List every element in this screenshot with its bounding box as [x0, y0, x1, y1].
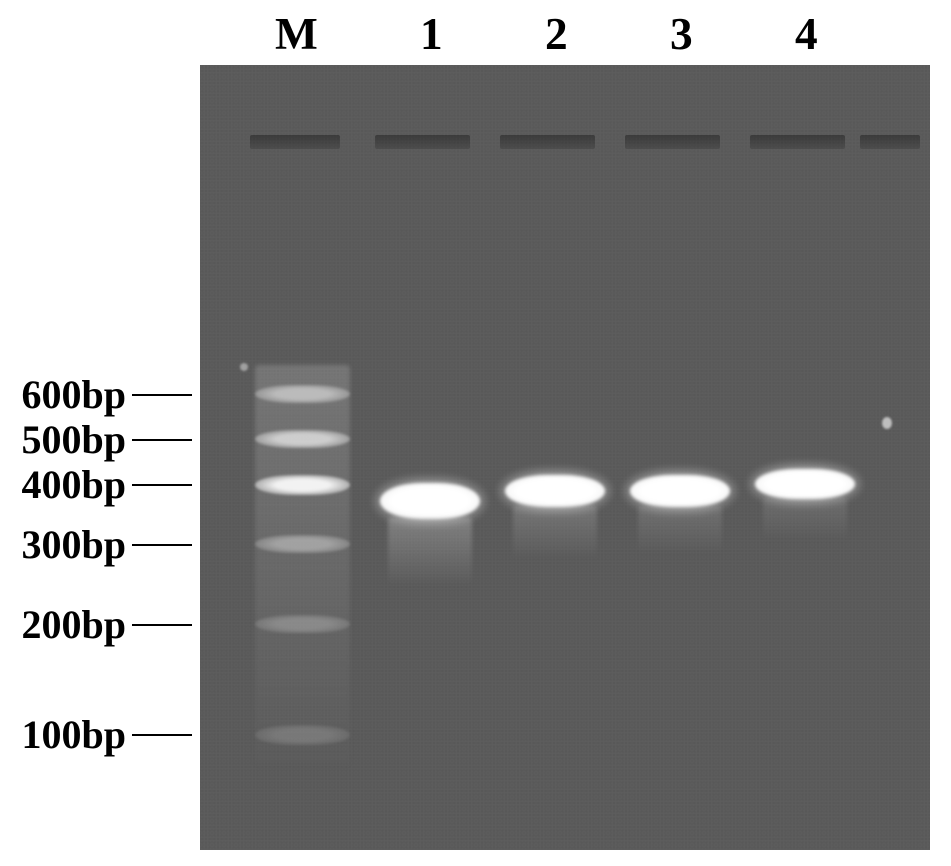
lane-label: M	[275, 8, 318, 60]
size-label-line	[132, 394, 192, 396]
size-label-text: 400bp	[22, 461, 127, 508]
sample-smear	[388, 517, 472, 587]
size-labels-column: 600bp500bp400bp 300bp 200bp 100bp	[0, 65, 200, 850]
size-label-text: 600bp	[22, 371, 127, 418]
size-label: 400bp	[22, 461, 193, 508]
sample-band	[630, 475, 730, 507]
ladder-band	[255, 615, 350, 633]
sample-smear	[513, 505, 597, 560]
gel-artifact	[882, 417, 892, 429]
gel-well	[250, 135, 340, 149]
sample-band	[755, 469, 855, 499]
size-label: 500bp	[22, 416, 193, 463]
lane-label: 1	[420, 8, 443, 60]
well-row	[200, 135, 930, 153]
ladder-band	[255, 430, 350, 448]
size-label: 600bp	[22, 371, 193, 418]
sample-band	[505, 475, 605, 507]
size-label-line	[132, 439, 192, 441]
ladder-band	[255, 725, 350, 745]
size-label-text: 100bp	[22, 711, 127, 758]
size-label-line	[132, 484, 192, 486]
ladder-band	[255, 385, 350, 403]
gel-artifact	[240, 363, 248, 371]
lane-labels-row: M 1 2 3 4	[0, 8, 951, 58]
lane-label: 3	[670, 8, 693, 60]
size-label-line	[132, 734, 192, 736]
ladder-band	[255, 535, 350, 553]
gel-image	[200, 65, 930, 850]
size-label-text: 300bp	[22, 521, 127, 568]
ladder-smear	[255, 365, 350, 765]
size-label: 100bp	[22, 711, 193, 758]
gel-well	[500, 135, 595, 149]
size-label: 200bp	[22, 601, 193, 648]
gel-well	[860, 135, 920, 149]
gel-well	[625, 135, 720, 149]
lane-label: 4	[795, 8, 818, 60]
sample-band	[380, 483, 480, 519]
lane-label: 2	[545, 8, 568, 60]
size-label: 300bp	[22, 521, 193, 568]
gel-well	[375, 135, 470, 149]
gel-well	[750, 135, 845, 149]
size-label-text: 500bp	[22, 416, 127, 463]
size-label-line	[132, 544, 192, 546]
ladder-band	[255, 475, 350, 495]
size-label-line	[132, 624, 192, 626]
size-label-text: 200bp	[22, 601, 127, 648]
sample-smear	[638, 505, 722, 555]
sample-smear	[763, 497, 847, 542]
